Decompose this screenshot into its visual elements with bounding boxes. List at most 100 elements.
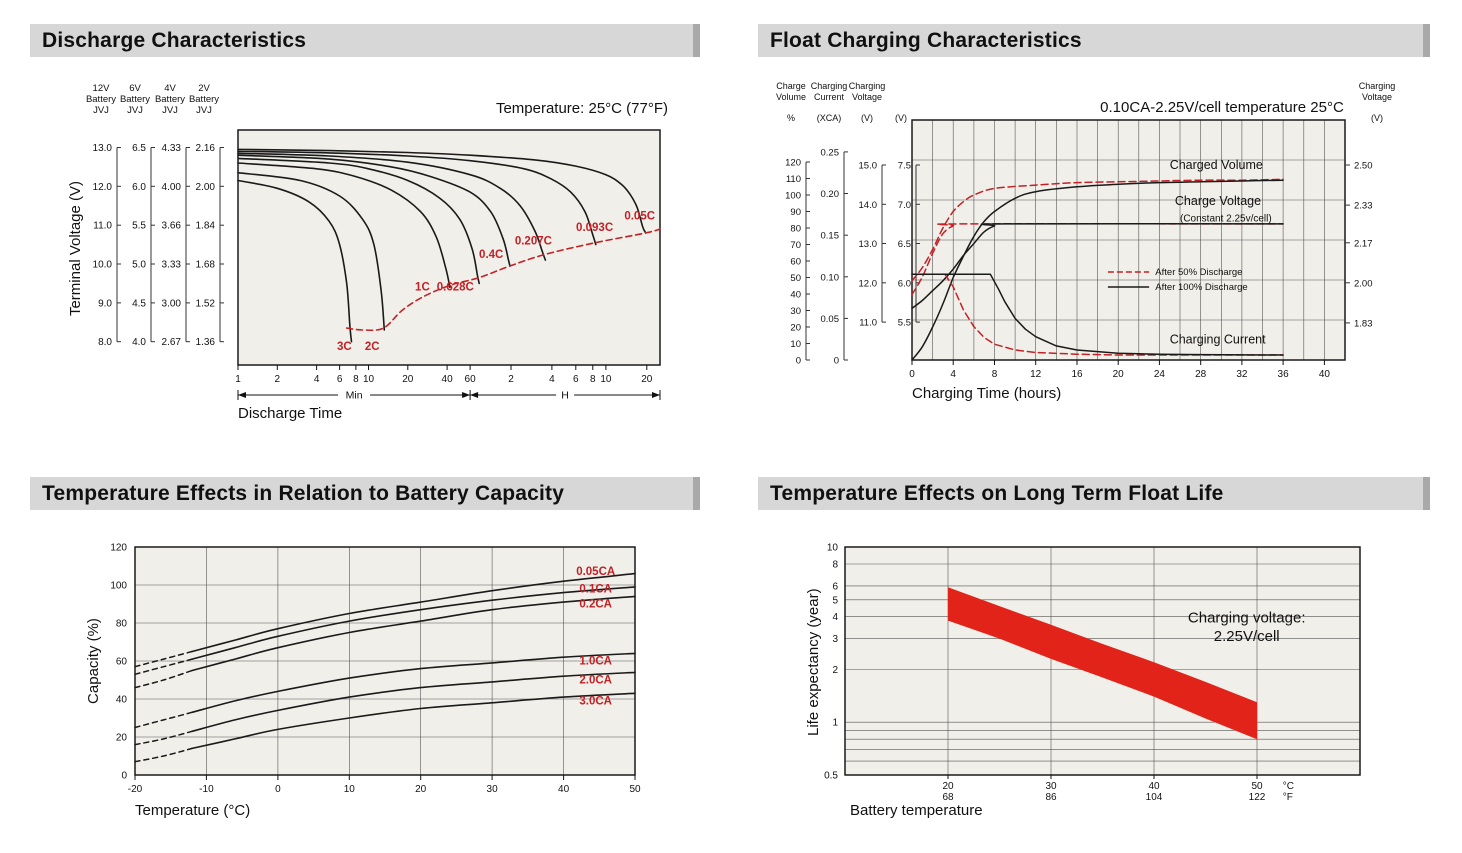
- segment-label-bg: [338, 388, 371, 402]
- series-charging-current-100: [911, 273, 1284, 356]
- curve-label: 0.05CA: [576, 566, 615, 578]
- axis-header: Battery: [120, 94, 150, 105]
- y-tick-label: 2.33: [1354, 201, 1373, 212]
- y-tick-label: 100: [110, 581, 127, 592]
- y-tick-label: 8.0: [98, 337, 112, 348]
- y-tick-label: 13.0: [93, 143, 113, 154]
- curve-label: 3.0CA: [579, 695, 612, 707]
- y-axis-title: Capacity (%): [85, 618, 102, 704]
- y-tick-label: 6.0: [898, 278, 911, 289]
- x-tick-label: 4: [950, 369, 956, 380]
- y-tick-label: 0: [834, 356, 839, 367]
- x-tick-label: 10: [600, 374, 612, 385]
- discharge-characteristics-chart: 12VBatteryJVJ13.012.011.010.09.08.06VBat…: [67, 83, 668, 422]
- series-0.05CA: [191, 572, 636, 653]
- y-tick-label: 3.33: [162, 260, 182, 271]
- y-tick-label: 6.5: [898, 239, 911, 250]
- x-tick-label: -10: [199, 784, 214, 795]
- y-tick-label: 5.5: [898, 318, 911, 329]
- x-tick-label: 20: [1113, 369, 1125, 380]
- y-tick-label: 110: [786, 174, 801, 185]
- x-tick-label-fahrenheit: 122: [1249, 792, 1266, 803]
- y-tick-label: 15.0: [859, 161, 878, 172]
- series-1C: [237, 162, 451, 289]
- axis-header: Battery: [189, 94, 219, 105]
- y-tick-label: 1.36: [196, 337, 216, 348]
- x-tick-label: 8: [992, 369, 998, 380]
- y-tick-label: 5.5: [132, 221, 146, 232]
- y-tick-label: 60: [116, 657, 128, 668]
- axis-header: Charging: [811, 81, 848, 91]
- x-tick-label: 24: [1154, 369, 1166, 380]
- y-tick-label: 8: [832, 560, 838, 571]
- x-tick-label: 40: [1319, 369, 1331, 380]
- x-tick-label: 2: [275, 374, 281, 385]
- x-tick-label-fahrenheit: 68: [942, 792, 954, 803]
- y-axis-title: Terminal Voltage (V): [67, 181, 84, 316]
- series-0.05C: [237, 148, 647, 234]
- series-0.207C: [237, 152, 547, 261]
- x-tick-label: 6: [337, 374, 343, 385]
- axis-header: Current: [814, 92, 845, 102]
- curve-label: 2C: [365, 341, 380, 353]
- x-axis-title: Temperature (°C): [135, 802, 250, 819]
- y-tick-label: 3.66: [162, 221, 182, 232]
- x-tick-label: 28: [1195, 369, 1207, 380]
- y-tick-label: 6.0: [132, 182, 146, 193]
- section-title-temp-capacity: Temperature Effects in Relation to Batte…: [30, 477, 700, 510]
- series-3C: [237, 179, 353, 343]
- axis-header: 2V: [198, 83, 210, 94]
- axis-unit: (V): [1371, 113, 1383, 123]
- y-tick-label: 40: [790, 290, 801, 301]
- y-tick-label: 100: [785, 191, 801, 202]
- x-tick-label: 12: [1030, 369, 1042, 380]
- y-tick-label: 9.0: [98, 298, 112, 309]
- axis-unit: (V): [895, 113, 907, 123]
- section-title-float-life: Temperature Effects on Long Term Float L…: [758, 477, 1430, 510]
- temperature-annotation: Temperature: 25°C (77°F): [496, 100, 668, 117]
- y-tick-label: 70: [790, 240, 801, 251]
- y-tick-label: 2.00: [1354, 278, 1373, 289]
- y-tick-label: 10: [790, 339, 801, 350]
- plot-label: Charged Volume: [1170, 158, 1263, 172]
- x-tick-label: 4: [549, 374, 555, 385]
- section-title-text: Float Charging Characteristics: [770, 29, 1082, 52]
- x-tick-label: 20: [402, 374, 414, 385]
- series-charged-volume-100: [911, 179, 1284, 361]
- section-title-text: Temperature Effects in Relation to Batte…: [42, 482, 565, 505]
- y-tick-label: 90: [790, 207, 801, 218]
- section-title-text: Temperature Effects on Long Term Float L…: [770, 482, 1224, 505]
- legend-label: After 100% Discharge: [1155, 282, 1247, 293]
- plot-label: (Constant 2.25v/cell): [1180, 213, 1272, 224]
- section-title-float-charging: Float Charging Characteristics: [758, 24, 1430, 57]
- arrowhead: [470, 392, 479, 398]
- y-tick-label: 2.17: [1354, 238, 1373, 249]
- x-axis-title: Battery temperature: [850, 802, 983, 819]
- y-tick-label: 1.83: [1354, 318, 1373, 329]
- x-tick-label: 10: [344, 784, 356, 795]
- y-tick-label: 5: [832, 595, 838, 606]
- y-tick-label: 12.0: [93, 182, 113, 193]
- series-0.1CA: [191, 586, 636, 660]
- x-tick-label: 60: [465, 374, 477, 385]
- y-tick-label: 40: [116, 695, 128, 706]
- y-axis-title: Life expectancy (year): [805, 588, 822, 736]
- x-tick-label: 0: [909, 369, 915, 380]
- y-tick-label: 0: [121, 771, 127, 782]
- y-tick-label: 80: [790, 224, 801, 235]
- axis-header: Voltage: [1362, 92, 1392, 102]
- x-axis-title: Charging Time (hours): [912, 385, 1061, 402]
- x-tick-label: 10: [363, 374, 375, 385]
- segment-label-h: H: [561, 390, 569, 402]
- x-tick-label: 20: [415, 784, 427, 795]
- section-title-text: Discharge Characteristics: [42, 29, 307, 52]
- segment-label-min: Min: [346, 390, 363, 402]
- x-tick-label-celsius: 20: [942, 781, 954, 792]
- x-tick-label: 32: [1236, 369, 1248, 380]
- curve-label: 0.628C: [437, 281, 474, 293]
- x-tick-label: 30: [487, 784, 499, 795]
- y-tick-label: 60: [790, 257, 801, 268]
- y-tick-label: 3: [832, 634, 838, 645]
- y-tick-label: 5.0: [132, 260, 146, 271]
